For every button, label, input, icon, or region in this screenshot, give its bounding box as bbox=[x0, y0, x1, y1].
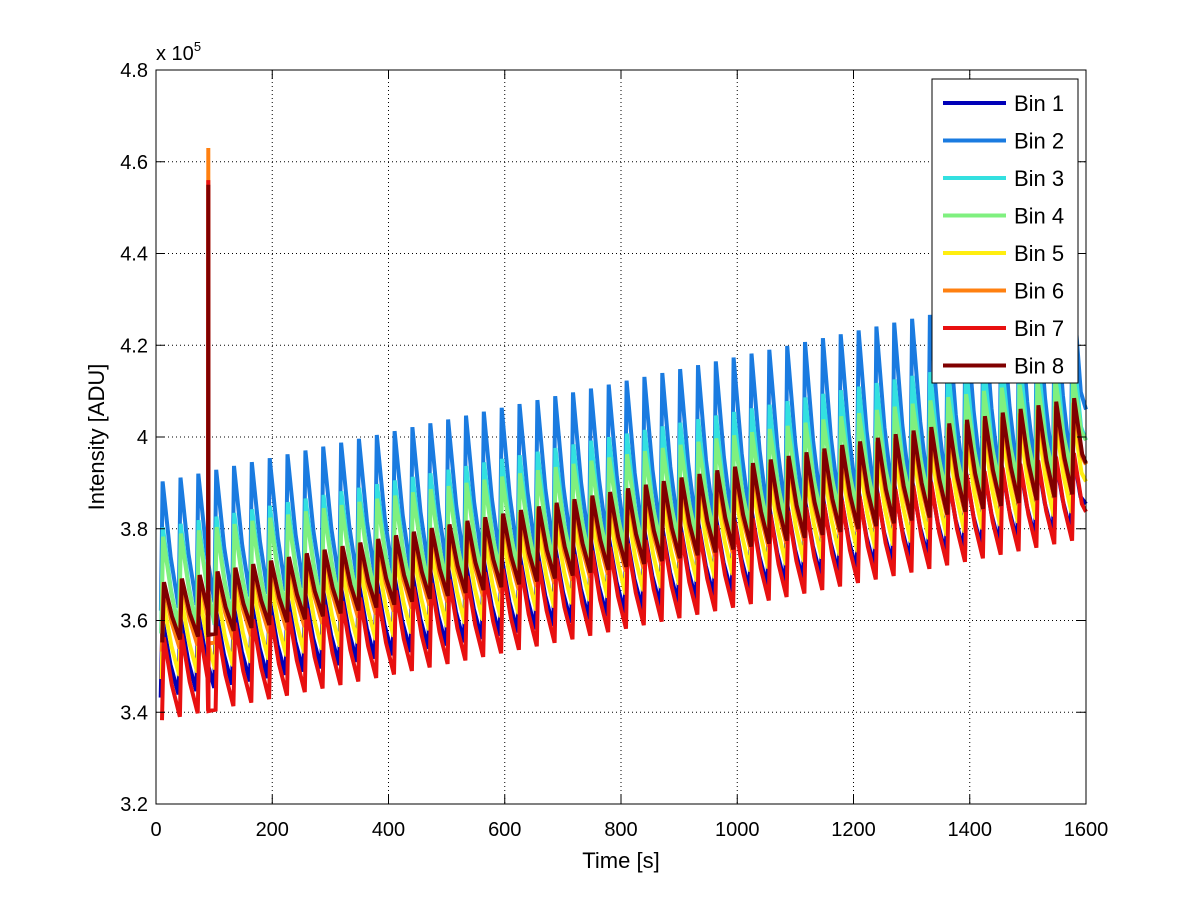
x-tick-label: 600 bbox=[488, 819, 521, 841]
legend: Bin 1 Bin 2 Bin 3 Bin 4 Bin 5 Bin 6 Bin 7 Bin 8 bbox=[931, 78, 1079, 384]
legend-entries: Bin 1 Bin 2 Bin 3 Bin 4 Bin 5 Bin 6 Bin 7 Bin 8 bbox=[943, 91, 1064, 379]
y-tick-label: 4.8 bbox=[120, 60, 148, 82]
series-layer bbox=[158, 147, 1088, 721]
x-tick-label: 200 bbox=[256, 819, 289, 841]
y-tick-label: 3.2 bbox=[120, 794, 148, 816]
ticks bbox=[155, 69, 1087, 805]
y-tick-label: 4.2 bbox=[120, 335, 148, 357]
legend-label-5: Bin 5 bbox=[1014, 241, 1064, 266]
y-tick-label: 4.6 bbox=[120, 152, 148, 174]
legend-box bbox=[931, 78, 1079, 384]
y-multiplier-base: x 10 bbox=[156, 43, 194, 65]
legend-label-3: Bin 3 bbox=[1014, 166, 1064, 191]
y-axis-label: Intensity [ADU] bbox=[84, 364, 109, 511]
y-multiplier-exponent: 5 bbox=[194, 39, 201, 54]
legend-label-6: Bin 6 bbox=[1014, 279, 1064, 304]
tick-labels: 0 200 400 600 800 1000 1200 1400 1600 3.2 3.4 3.6 3.… bbox=[120, 60, 1108, 841]
legend-label-4: Bin 4 bbox=[1014, 204, 1064, 229]
x-tick-label: 0 bbox=[150, 819, 161, 841]
x-tick-label: 1000 bbox=[715, 819, 760, 841]
plot-area bbox=[155, 69, 1088, 805]
y-tick-label: 3.6 bbox=[120, 611, 148, 633]
x-tick-label: 1600 bbox=[1064, 819, 1109, 841]
y-tick-label: 4.4 bbox=[120, 244, 148, 266]
legend-label-2: Bin 2 bbox=[1014, 129, 1064, 154]
y-tick-label: 4 bbox=[137, 427, 148, 449]
legend-label-1: Bin 1 bbox=[1014, 91, 1064, 116]
y-tick-label: 3.4 bbox=[120, 702, 148, 724]
y-tick-label: 3.8 bbox=[120, 519, 148, 541]
x-tick-label: 1400 bbox=[948, 819, 993, 841]
y-multiplier: x 105 bbox=[156, 39, 201, 65]
x-tick-label: 400 bbox=[372, 819, 405, 841]
series-line-8 bbox=[160, 184, 1088, 643]
x-tick-label: 1200 bbox=[831, 819, 876, 841]
legend-label-7: Bin 7 bbox=[1014, 316, 1064, 341]
x-axis-label: Time [s] bbox=[582, 848, 659, 873]
x-tick-label: 800 bbox=[604, 819, 637, 841]
legend-label-8: Bin 8 bbox=[1014, 354, 1064, 379]
series-line-7 bbox=[160, 180, 1088, 721]
